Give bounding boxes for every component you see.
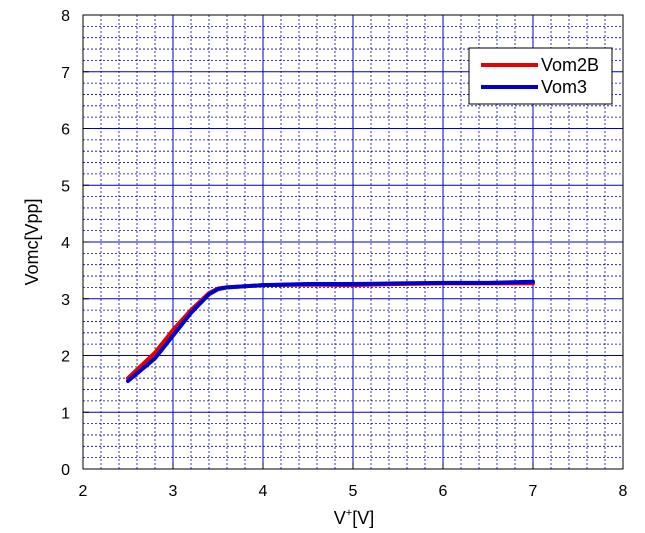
x-axis-label-rest: [V]: [352, 508, 374, 528]
x-tick-label: 4: [259, 483, 268, 500]
legend: Vom2B Vom3: [468, 47, 613, 105]
y-tick-label: 3: [61, 292, 70, 309]
x-tick-labels: 2 3 4 5 6 7 8: [79, 483, 628, 500]
y-axis-label: Vomc[Vpp]: [22, 198, 42, 285]
y-tick-labels: 0 1 2 3 4 5 6 7 8: [61, 8, 70, 479]
x-tick-label: 7: [529, 483, 538, 500]
x-tick-label: 2: [79, 483, 88, 500]
x-axis-label-base: V: [334, 508, 346, 528]
y-tick-label: 0: [61, 462, 70, 479]
x-tick-label: 8: [619, 483, 628, 500]
legend-box: [468, 47, 613, 105]
y-tick-label: 2: [61, 349, 70, 366]
series-line-vom2b: [126, 281, 535, 381]
major-grid: [83, 15, 623, 469]
x-tick-label: 6: [439, 483, 448, 500]
plot-frame: [82, 14, 624, 470]
legend-label-vom3: Vom3: [541, 77, 587, 97]
x-tick-label: 3: [169, 483, 178, 500]
series-line-vom3: [126, 279, 535, 383]
y-tick-label: 7: [61, 65, 70, 82]
y-tick-label: 4: [61, 235, 70, 252]
y-tick-label: 8: [61, 8, 70, 25]
y-tick-label: 1: [61, 405, 70, 422]
y-tick-label: 6: [61, 122, 70, 139]
legend-label-vom2b: Vom2B: [541, 55, 599, 75]
x-axis-label-sup: +: [346, 507, 352, 519]
y-tick-label: 5: [61, 178, 70, 195]
x-tick-label: 5: [349, 483, 358, 500]
series-lines: [126, 279, 535, 383]
x-axis-label: V+[V]: [334, 507, 374, 528]
